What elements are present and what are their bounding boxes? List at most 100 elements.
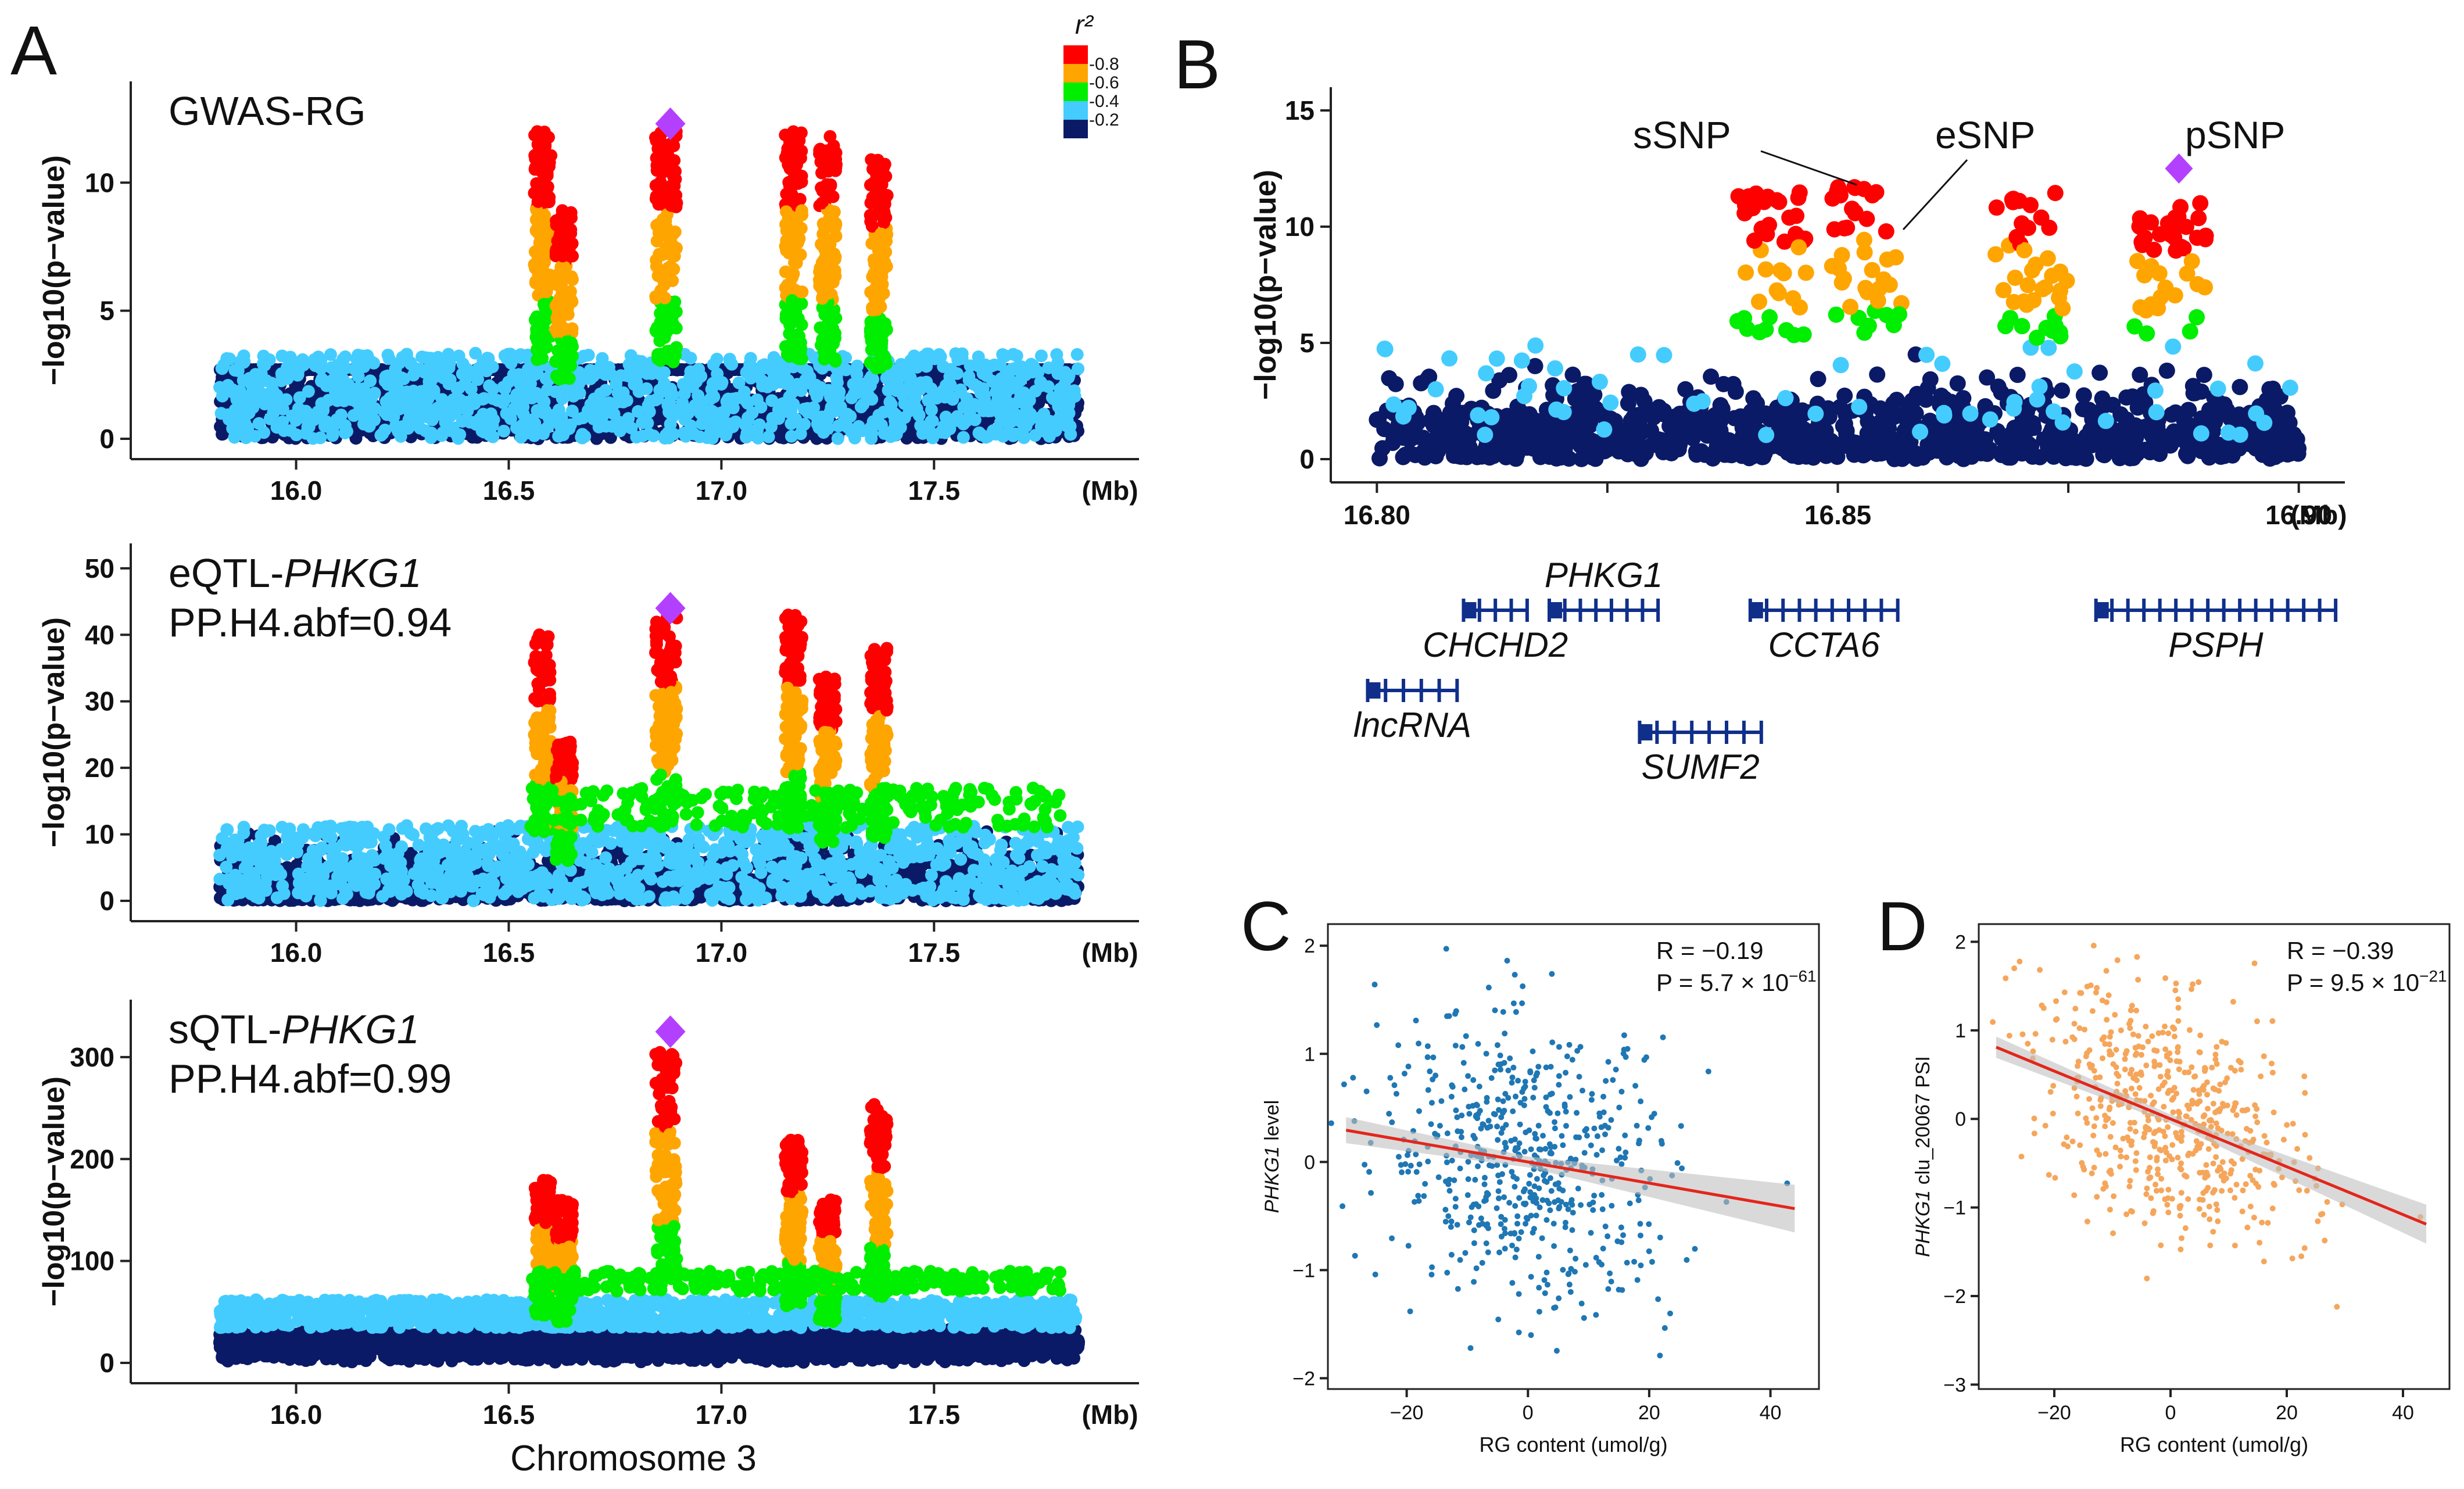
- snp-point: [879, 170, 892, 182]
- snp-point: [933, 348, 946, 361]
- snp-point: [315, 397, 328, 410]
- snp-point: [650, 152, 663, 164]
- snp-point: [848, 387, 861, 400]
- snp-point: [656, 248, 668, 261]
- snp-point: [237, 399, 250, 411]
- snp-point: [606, 420, 618, 433]
- snp-point: [916, 427, 929, 440]
- x-tick-label: 16.0: [270, 475, 323, 506]
- snp-point: [783, 246, 796, 259]
- snp-point: [353, 384, 366, 396]
- snp-point: [365, 392, 378, 405]
- snp-point: [789, 163, 801, 176]
- track-title: eQTL-PHKG1: [169, 550, 422, 596]
- snp-point: [829, 352, 841, 365]
- snp-point: [993, 428, 1006, 441]
- snp-point: [531, 147, 544, 160]
- snp-point: [1064, 420, 1077, 432]
- snp-point: [826, 330, 839, 343]
- snp-point: [409, 409, 421, 422]
- snp-point: [662, 405, 675, 418]
- y-tick-label: 0: [99, 424, 114, 454]
- snp-point: [653, 334, 666, 347]
- snp-point: [562, 308, 575, 321]
- snp-point: [823, 406, 836, 418]
- snp-point: [552, 299, 565, 312]
- snp-point: [755, 374, 768, 387]
- snp-point: [436, 427, 449, 439]
- snp-point: [780, 234, 793, 247]
- x-unit-label: (Mb): [1081, 475, 1138, 506]
- snp-point: [531, 353, 543, 366]
- snp-point: [556, 372, 569, 385]
- snp-point: [447, 393, 460, 406]
- snp-point: [426, 413, 439, 426]
- snp-point: [486, 382, 499, 395]
- snp-point: [873, 357, 886, 370]
- snp-point: [257, 426, 270, 439]
- snp-point: [944, 391, 957, 403]
- snp-point: [701, 431, 714, 444]
- snp-point: [361, 349, 374, 362]
- snp-point: [1051, 356, 1064, 369]
- snp-point: [542, 131, 555, 144]
- snp-point: [851, 360, 864, 373]
- snp-point: [658, 307, 671, 320]
- snp-point: [296, 353, 309, 366]
- snp-point: [988, 359, 1001, 371]
- snp-point: [903, 405, 916, 417]
- y-tick-label: 40: [85, 620, 114, 650]
- snp-point: [825, 270, 837, 282]
- snp-point: [215, 407, 228, 420]
- snp-point: [678, 427, 690, 439]
- snp-point: [860, 377, 873, 390]
- snp-point: [651, 349, 664, 362]
- snp-point: [453, 381, 465, 394]
- snp-point: [694, 395, 707, 407]
- snp-point: [815, 181, 828, 194]
- snp-point: [848, 432, 861, 445]
- snp-point: [667, 263, 680, 275]
- snp-point: [882, 405, 895, 418]
- snp-point: [314, 362, 327, 375]
- snp-point: [1027, 366, 1040, 378]
- snp-point: [794, 208, 807, 221]
- snp-point: [658, 292, 671, 305]
- snp-point: [623, 358, 636, 371]
- snp-point: [532, 195, 545, 208]
- snp-point: [815, 150, 828, 163]
- snp-point: [786, 294, 798, 307]
- snp-point: [900, 370, 913, 383]
- snp-point: [1029, 429, 1041, 442]
- snp-point: [275, 367, 288, 380]
- snp-point: [290, 428, 303, 441]
- snp-point: [388, 388, 401, 401]
- snp-point: [228, 431, 241, 443]
- snp-point: [876, 242, 889, 255]
- snp-point: [480, 364, 493, 377]
- snp-point: [785, 430, 798, 443]
- y-axis-label: −log10(p−value): [37, 617, 71, 847]
- snp-point: [528, 418, 540, 431]
- snp-point: [896, 383, 908, 396]
- snp-point: [984, 405, 997, 417]
- snp-point: [330, 368, 342, 381]
- snp-point: [324, 348, 337, 361]
- snp-point: [481, 416, 494, 428]
- snp-point: [270, 421, 283, 434]
- snp-point: [1009, 362, 1022, 375]
- snp-point: [823, 217, 836, 230]
- snp-point: [654, 366, 667, 379]
- snp-point: [814, 321, 826, 334]
- snp-point: [234, 355, 247, 368]
- snp-point: [249, 368, 262, 381]
- x-tick-label: 17.5: [908, 475, 961, 506]
- snp-point: [565, 337, 578, 349]
- snp-point: [1071, 348, 1084, 361]
- snp-point: [478, 392, 490, 405]
- snp-point: [575, 431, 588, 443]
- snp-point: [779, 266, 792, 278]
- snp-point: [647, 429, 660, 442]
